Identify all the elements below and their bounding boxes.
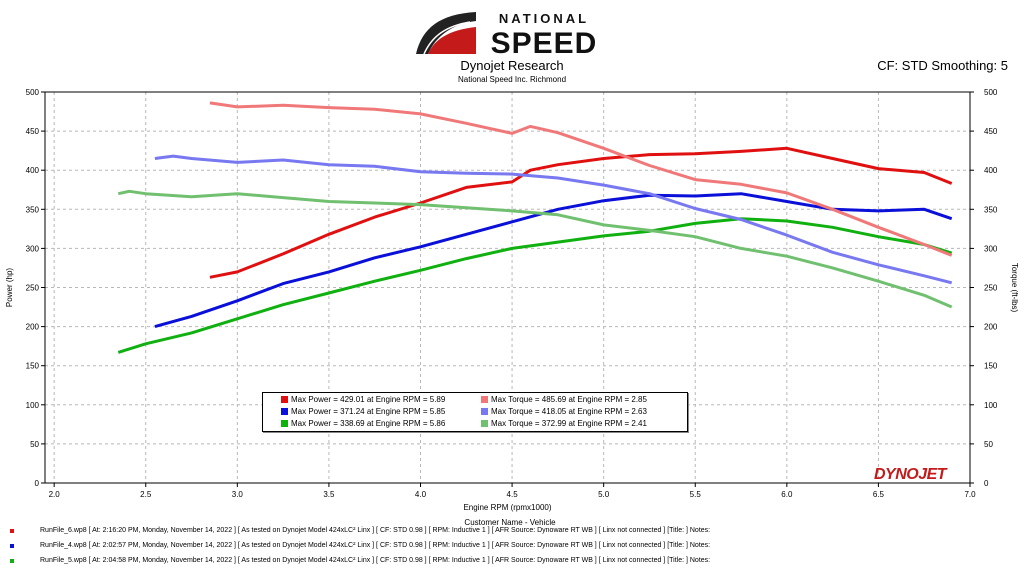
national-speed-logo: NATIONAL SPEED bbox=[416, 11, 598, 58]
run-info-row: RunFile_6.wp8 [ At: 2:16:20 PM, Monday, … bbox=[10, 527, 710, 534]
y2-tick-label: 150 bbox=[984, 362, 998, 371]
x-axis-label: Engine RPM (rpmx1000) bbox=[463, 503, 551, 512]
x-tick-label: 3.0 bbox=[232, 490, 244, 499]
y2-axis-label: Torque (ft-lbs) bbox=[1010, 263, 1019, 313]
series-line bbox=[209, 146, 953, 279]
app-title: Dynojet Research bbox=[460, 58, 564, 73]
legend-swatch bbox=[481, 420, 488, 427]
run-info-text: RunFile_5.wp8 [ At: 2:04:58 PM, Monday, … bbox=[40, 557, 711, 564]
dynojet-logo-text: DYNOJET bbox=[874, 466, 947, 483]
correction-factor-info: CF: STD Smoothing: 5 bbox=[877, 58, 1008, 73]
x-tick-label: 4.0 bbox=[415, 490, 427, 499]
chart-series bbox=[117, 101, 953, 354]
run-info-row: RunFile_5.wp8 [ At: 2:04:58 PM, Monday, … bbox=[10, 557, 710, 564]
series-line bbox=[117, 189, 953, 309]
legend-swatch bbox=[281, 420, 288, 427]
dynojet-logo: DYNOJET bbox=[874, 466, 947, 484]
y2-tick-label: 500 bbox=[984, 88, 998, 97]
x-tick-label: 4.5 bbox=[507, 490, 519, 499]
x-tick-label: 2.5 bbox=[140, 490, 152, 499]
legend-item: Max Power = 338.69 at Engine RPM = 5.86 bbox=[281, 419, 445, 428]
run-info-row: RunFile_4.wp8 [ At: 2:02:57 PM, Monday, … bbox=[10, 542, 710, 549]
run-info-text: RunFile_4.wp8 [ At: 2:02:57 PM, Monday, … bbox=[40, 542, 711, 549]
shop-subtitle: National Speed Inc. Richmond bbox=[457, 75, 567, 84]
x-tick-label: 6.0 bbox=[781, 490, 793, 499]
y-tick-label: 300 bbox=[26, 244, 40, 253]
legend-text: Max Torque = 372.99 at Engine RPM = 2.41 bbox=[491, 419, 647, 428]
legend-item: Max Power = 429.01 at Engine RPM = 5.89 bbox=[281, 395, 445, 404]
y2-tick-label: 400 bbox=[984, 166, 998, 175]
x-tick-label: 3.5 bbox=[323, 490, 335, 499]
y2-tick-label: 50 bbox=[984, 440, 993, 449]
x-tick-label: 5.0 bbox=[598, 490, 610, 499]
y-axis-label: Power (hp) bbox=[5, 268, 14, 307]
svg-text:SPEED: SPEED bbox=[491, 27, 598, 58]
y2-tick-label: 100 bbox=[984, 401, 998, 410]
run-color-dot bbox=[10, 543, 14, 548]
legend-swatch bbox=[281, 408, 288, 415]
legend-swatch bbox=[281, 396, 288, 403]
run-color-dot bbox=[10, 558, 14, 563]
y-tick-label: 250 bbox=[26, 284, 40, 293]
y-tick-label: 150 bbox=[26, 362, 40, 371]
legend-text: Max Power = 429.01 at Engine RPM = 5.89 bbox=[291, 395, 446, 404]
legend-swatch bbox=[481, 408, 488, 415]
chart-legend: Max Power = 429.01 at Engine RPM = 5.89 … bbox=[262, 392, 688, 432]
x-tick-label: 7.0 bbox=[964, 490, 976, 499]
y-tick-label: 450 bbox=[26, 127, 40, 136]
x-tick-label: 5.5 bbox=[690, 490, 702, 499]
legend-swatch bbox=[481, 396, 488, 403]
legend-text: Max Power = 338.69 at Engine RPM = 5.86 bbox=[291, 419, 446, 428]
series-line bbox=[154, 154, 953, 285]
y2-tick-label: 0 bbox=[984, 479, 989, 488]
y-tick-label: 400 bbox=[26, 166, 40, 175]
legend-item: Max Torque = 372.99 at Engine RPM = 2.41 bbox=[481, 419, 647, 428]
legend-text: Max Power = 371.24 at Engine RPM = 5.85 bbox=[291, 407, 446, 416]
legend-item: Max Torque = 418.05 at Engine RPM = 2.63 bbox=[481, 407, 647, 416]
y-tick-label: 100 bbox=[26, 401, 40, 410]
run-color-dot bbox=[10, 528, 14, 533]
svg-text:NATIONAL: NATIONAL bbox=[499, 11, 589, 26]
y-tick-label: 500 bbox=[26, 88, 40, 97]
y-tick-label: 0 bbox=[35, 479, 40, 488]
y-tick-label: 350 bbox=[26, 205, 40, 214]
legend-text: Max Torque = 418.05 at Engine RPM = 2.63 bbox=[491, 407, 647, 416]
y-tick-label: 50 bbox=[30, 440, 39, 449]
y2-tick-label: 300 bbox=[984, 244, 998, 253]
y2-tick-label: 350 bbox=[984, 205, 998, 214]
series-line bbox=[209, 101, 953, 257]
y-tick-label: 200 bbox=[26, 323, 40, 332]
customer-name-label: Customer Name - Vehicle bbox=[464, 518, 556, 527]
y2-tick-label: 200 bbox=[984, 323, 998, 332]
legend-text: Max Torque = 485.69 at Engine RPM = 2.85 bbox=[491, 395, 647, 404]
x-tick-label: 2.0 bbox=[49, 490, 61, 499]
axis-ticks: 0 0 50 50 100 100 150 150 200 200 250 250 300 300 350 3… bbox=[26, 88, 998, 499]
legend-item: Max Power = 371.24 at Engine RPM = 5.85 bbox=[281, 407, 445, 416]
run-info-text: RunFile_6.wp8 [ At: 2:16:20 PM, Monday, … bbox=[40, 527, 711, 534]
y2-tick-label: 250 bbox=[984, 284, 998, 293]
legend-item: Max Torque = 485.69 at Engine RPM = 2.85 bbox=[481, 395, 647, 404]
series-line bbox=[117, 217, 953, 354]
y2-tick-label: 450 bbox=[984, 127, 998, 136]
x-tick-label: 6.5 bbox=[873, 490, 885, 499]
